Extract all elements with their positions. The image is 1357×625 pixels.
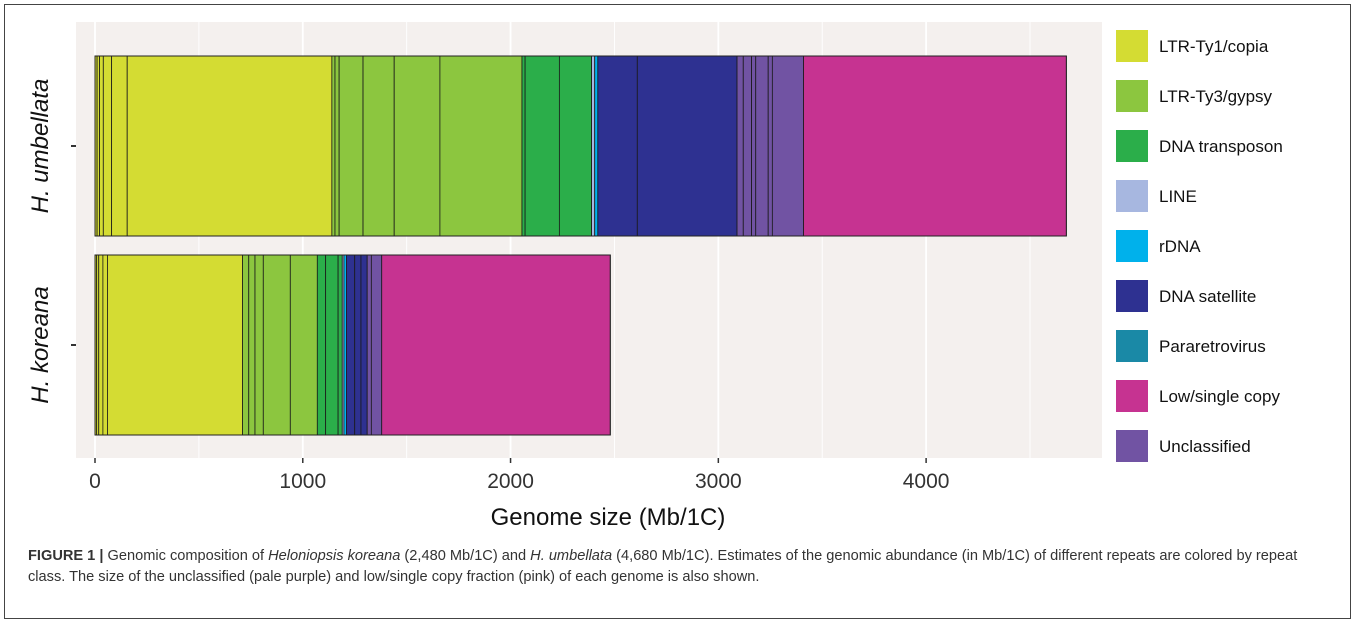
caption-lead: FIGURE 1 |	[28, 548, 104, 564]
bar-segment	[102, 254, 108, 436]
legend-label: Low/single copy	[1159, 387, 1280, 406]
caption-part2: (2,480 Mb/1C) and	[400, 548, 531, 564]
legend-label: rDNA	[1159, 237, 1201, 256]
x-tick-label: 3000	[695, 470, 742, 493]
bar-outline	[94, 55, 1067, 237]
bar-segment	[521, 55, 526, 237]
bar-segment	[771, 55, 804, 237]
legend-swatch	[1116, 30, 1148, 62]
bar-segment	[360, 254, 368, 436]
bar-segment	[597, 55, 638, 237]
legend-swatch	[1116, 80, 1148, 112]
caption-part1: Genomic composition of	[103, 548, 269, 564]
bar-segment	[331, 55, 336, 237]
category-label: H. umbellata	[27, 79, 54, 214]
bar-h-koreana	[94, 254, 611, 436]
legend-item: DNA satellite	[1116, 280, 1256, 312]
bar-segment	[558, 55, 592, 237]
legend-swatch	[1116, 180, 1148, 212]
legend-label: Unclassified	[1159, 437, 1251, 456]
figure-caption: FIGURE 1 | Genomic composition of Heloni…	[28, 546, 1328, 588]
bar-segment	[366, 254, 372, 436]
bar-segment	[736, 55, 744, 237]
legend-swatch	[1116, 230, 1148, 262]
bar-h-umbellata	[94, 55, 1067, 237]
legend-item: Pararetrovirus	[1116, 330, 1266, 362]
bar-segment	[346, 254, 356, 436]
x-tick-label: 4000	[903, 470, 950, 493]
bar-outline	[94, 254, 611, 436]
category-label: H. koreana	[27, 286, 54, 403]
legend-swatch	[1116, 380, 1148, 412]
bar-segment	[636, 55, 738, 237]
bar-segment	[99, 55, 104, 237]
legend-item: rDNA	[1116, 230, 1201, 262]
bars-group	[94, 55, 1067, 436]
bar-segment	[316, 254, 327, 436]
x-axis-title: Genome size (Mb/1C)	[491, 504, 726, 531]
bar-segment	[289, 254, 318, 436]
bar-segment	[803, 55, 1067, 237]
legend-item: LINE	[1116, 180, 1197, 212]
figure-frame	[4, 4, 1351, 619]
bar-segment	[742, 55, 752, 237]
bar-segment	[107, 254, 243, 436]
legend-item: LTR-Ty3/gypsy	[1116, 80, 1273, 112]
legend-label: DNA satellite	[1159, 287, 1256, 306]
caption-species1: Heloniopsis koreana	[268, 548, 401, 564]
bar-segment	[751, 55, 757, 237]
legend-label: Pararetrovirus	[1159, 337, 1266, 356]
caption-part3: (4,680 Mb/1C). Estimates of the genomic …	[28, 548, 1298, 585]
bar-segment	[591, 55, 596, 237]
legend-label: LTR-Ty3/gypsy	[1159, 87, 1273, 106]
x-axis: 0 1000 2000 3000 4000	[89, 458, 949, 493]
bar-segment	[354, 254, 362, 436]
legend-label: LINE	[1159, 187, 1197, 206]
bar-segment	[262, 254, 291, 436]
legend-item: LTR-Ty1/copia	[1116, 30, 1269, 62]
legend-label: DNA transposon	[1159, 137, 1283, 156]
legend: LTR-Ty1/copia LTR-Ty3/gypsy DNA transposon…	[1116, 30, 1283, 462]
x-tick-label: 2000	[487, 470, 534, 493]
legend-label: LTR-Ty1/copia	[1159, 37, 1269, 56]
caption-species2: H. umbellata	[530, 548, 613, 564]
bar-segment	[767, 55, 773, 237]
bar-segment	[126, 55, 333, 237]
x-tick-label: 0	[89, 470, 101, 493]
bar-segment	[111, 55, 128, 237]
legend-swatch	[1116, 430, 1148, 462]
bar-segment	[370, 254, 383, 436]
y-axis-categories: H. umbellata H. koreana	[27, 79, 76, 404]
bar-segment	[594, 55, 599, 237]
bar-segment	[524, 55, 560, 237]
bar-segment	[338, 55, 364, 237]
bar-segment	[393, 55, 441, 237]
bar-segment	[755, 55, 769, 237]
x-tick-label: 1000	[279, 470, 326, 493]
bar-segment	[337, 254, 343, 436]
bar-segment	[439, 55, 523, 237]
legend-swatch	[1116, 330, 1148, 362]
bar-segment	[242, 254, 250, 436]
bar-segment	[325, 254, 339, 436]
legend-item: Unclassified	[1116, 430, 1251, 462]
legend-swatch	[1116, 130, 1148, 162]
bar-segment	[362, 55, 395, 237]
legend-item: Low/single copy	[1116, 380, 1280, 412]
legend-item: DNA transposon	[1116, 130, 1283, 162]
bar-segment	[254, 254, 264, 436]
stacked-bar-chart: 0 1000 2000 3000 4000 H. umbellata H. koreana…	[27, 22, 1283, 531]
legend-swatch	[1116, 280, 1148, 312]
bar-segment	[381, 254, 611, 436]
bar-segment	[334, 55, 340, 237]
bar-segment	[248, 254, 256, 436]
bar-segment	[102, 55, 113, 237]
bar-segment	[98, 254, 104, 436]
